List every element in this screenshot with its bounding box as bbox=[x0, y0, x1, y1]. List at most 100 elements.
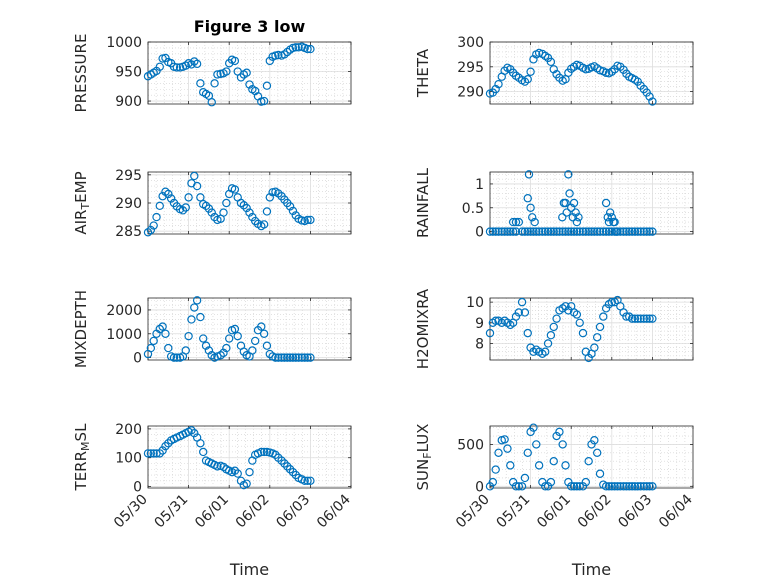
data-point bbox=[627, 482, 637, 491]
data-point bbox=[572, 310, 582, 319]
data-point bbox=[511, 312, 521, 321]
data-point bbox=[595, 227, 605, 236]
data-point bbox=[303, 44, 312, 54]
axes-box bbox=[489, 425, 694, 489]
data-point bbox=[607, 482, 617, 491]
data-point bbox=[619, 482, 628, 491]
data-point bbox=[612, 227, 621, 236]
data-point bbox=[172, 353, 182, 362]
series-points bbox=[485, 48, 657, 106]
y-tick-label: 1000 bbox=[106, 35, 142, 51]
data-point bbox=[166, 194, 176, 203]
data-point bbox=[143, 449, 153, 458]
data-point bbox=[199, 334, 208, 343]
data-point bbox=[233, 331, 242, 341]
data-point bbox=[584, 456, 593, 466]
axes-background bbox=[148, 42, 351, 104]
data-point bbox=[581, 477, 591, 487]
data-point bbox=[645, 482, 654, 491]
data-point bbox=[603, 213, 612, 222]
data-point bbox=[569, 482, 579, 491]
y-tick-label: 0.5 bbox=[462, 201, 484, 217]
data-point bbox=[616, 482, 625, 491]
data-point bbox=[630, 482, 640, 491]
data-point bbox=[572, 227, 582, 236]
data-point bbox=[610, 217, 619, 227]
data-point bbox=[590, 227, 599, 236]
data-point bbox=[280, 353, 289, 362]
data-point bbox=[285, 353, 295, 362]
data-point bbox=[158, 192, 167, 201]
data-point bbox=[288, 206, 298, 216]
data-point bbox=[485, 227, 495, 236]
data-point bbox=[636, 314, 645, 323]
data-point bbox=[517, 482, 527, 491]
data-point bbox=[590, 436, 599, 445]
data-point bbox=[196, 439, 205, 448]
data-point bbox=[508, 217, 518, 227]
data-point bbox=[529, 423, 538, 432]
axes-box bbox=[489, 41, 694, 105]
data-point bbox=[152, 212, 161, 222]
data-point bbox=[245, 80, 254, 89]
tick-marks bbox=[147, 298, 352, 360]
data-point bbox=[541, 347, 550, 356]
data-point bbox=[149, 221, 158, 230]
data-point bbox=[564, 227, 573, 236]
data-point bbox=[242, 203, 251, 213]
data-point bbox=[590, 343, 599, 352]
data-point bbox=[248, 346, 257, 355]
data-point bbox=[210, 212, 219, 222]
data-point bbox=[534, 461, 544, 470]
data-point bbox=[274, 353, 283, 362]
y-axis-label: SUNFLUX bbox=[414, 424, 434, 491]
data-point bbox=[306, 476, 315, 485]
data-point bbox=[517, 227, 527, 236]
data-point bbox=[294, 353, 303, 362]
series-points bbox=[485, 423, 657, 491]
data-point bbox=[222, 67, 231, 76]
y-axis-label: MIXDEPTH bbox=[72, 290, 90, 368]
data-point bbox=[565, 189, 574, 198]
tick-marks bbox=[147, 426, 352, 488]
data-point bbox=[555, 227, 564, 236]
data-point bbox=[569, 227, 579, 236]
data-point bbox=[262, 207, 272, 216]
subplot-6: 8 9 10 H2OMIXRA bbox=[414, 288, 694, 369]
data-point bbox=[625, 227, 634, 236]
subplot-5: 0 1000 2000 MIXDEPTH bbox=[72, 290, 352, 368]
data-point bbox=[574, 213, 583, 222]
y-tick-label: 950 bbox=[115, 65, 142, 81]
data-point bbox=[224, 334, 234, 343]
data-point bbox=[503, 444, 512, 453]
data-point bbox=[494, 227, 503, 236]
data-point bbox=[506, 461, 515, 470]
data-point bbox=[610, 482, 619, 491]
data-point bbox=[601, 482, 611, 491]
data-point bbox=[257, 322, 266, 331]
data-point bbox=[514, 308, 524, 317]
data-point bbox=[568, 213, 578, 222]
y-axis-label: AIRTEMP bbox=[72, 171, 92, 234]
data-point bbox=[230, 185, 240, 194]
data-point bbox=[184, 193, 193, 202]
data-point bbox=[192, 181, 202, 191]
major-grid bbox=[490, 426, 693, 488]
data-point bbox=[494, 448, 503, 458]
data-point bbox=[562, 208, 571, 217]
data-point bbox=[592, 448, 602, 458]
data-point bbox=[222, 198, 231, 208]
data-point bbox=[558, 227, 567, 236]
data-point bbox=[306, 215, 315, 225]
data-point bbox=[169, 353, 179, 362]
data-point bbox=[164, 439, 173, 448]
data-point bbox=[517, 297, 527, 307]
data-point bbox=[584, 353, 593, 363]
data-point bbox=[494, 79, 503, 89]
data-point bbox=[172, 63, 182, 72]
data-point bbox=[639, 482, 649, 491]
data-point bbox=[633, 482, 642, 491]
data-point bbox=[578, 227, 588, 236]
data-point bbox=[552, 227, 561, 236]
